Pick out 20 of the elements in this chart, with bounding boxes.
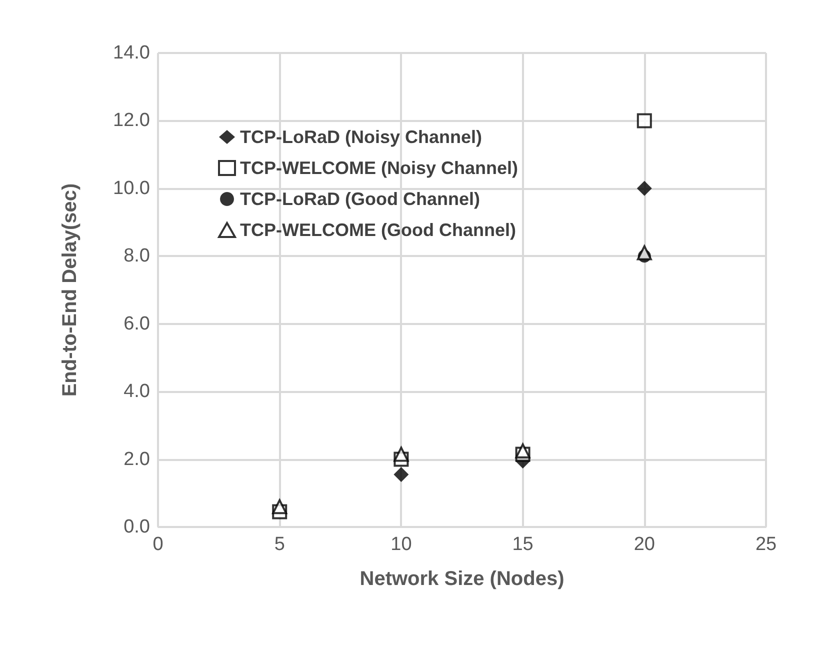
y-axis-title: End-to-End Delay(sec) xyxy=(59,183,81,397)
legend-label: TCP-LoRaD (Good Channel) xyxy=(240,189,480,209)
y-tick-label: 0.0 xyxy=(124,516,150,538)
y-tick-label: 12.0 xyxy=(113,110,150,132)
y-tick-label: 8.0 xyxy=(124,246,150,267)
legend-label: TCP-WELCOME (Good Channel) xyxy=(240,220,516,240)
y-tick-label: 6.0 xyxy=(124,313,150,334)
legend-label: TCP-WELCOME (Noisy Channel) xyxy=(240,158,518,178)
x-tick-label: 20 xyxy=(634,534,655,555)
x-tick-label: 10 xyxy=(390,534,412,555)
y-tick-label: 14.0 xyxy=(113,42,150,64)
y-tick-label: 10.0 xyxy=(113,178,150,199)
y-tick-label: 2.0 xyxy=(124,448,150,470)
x-tick-label: 15 xyxy=(512,534,534,555)
x-axis-title: Network Size (Nodes) xyxy=(360,568,564,590)
x-tick-label: 0 xyxy=(152,534,164,555)
y-tick-label: 4.0 xyxy=(124,381,150,402)
x-tick-label: 25 xyxy=(755,534,777,555)
x-tick-label: 5 xyxy=(274,534,285,555)
legend-label: TCP-LoRaD (Noisy Channel) xyxy=(240,127,482,147)
